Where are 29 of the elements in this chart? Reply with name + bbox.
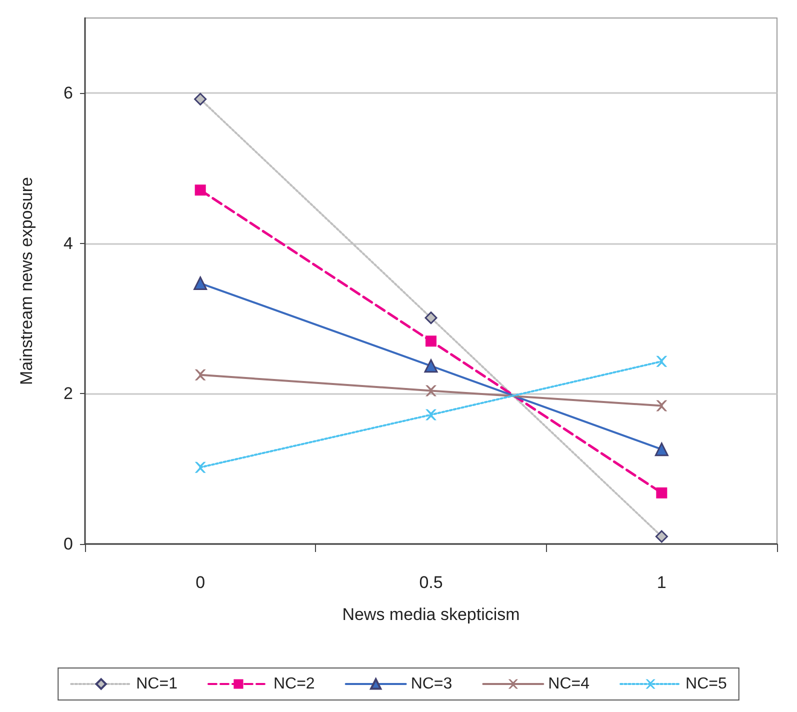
legend-label: NC=1 xyxy=(136,676,178,692)
y-tick-label: 0 xyxy=(64,534,73,554)
legend-label: NC=2 xyxy=(273,676,315,692)
x-axis-title: News media skepticism xyxy=(342,605,520,624)
y-tick-label: 2 xyxy=(64,384,73,404)
point xyxy=(194,92,207,106)
y-tick-label: 6 xyxy=(64,84,73,103)
point xyxy=(426,385,436,396)
point xyxy=(194,462,206,473)
point xyxy=(654,442,668,456)
point xyxy=(426,336,436,347)
point xyxy=(424,312,438,324)
x-tick-label: 0.5 xyxy=(419,573,443,592)
point xyxy=(194,369,206,380)
y-tick-label: 4 xyxy=(64,234,73,253)
point xyxy=(194,184,206,196)
point xyxy=(656,487,668,498)
point xyxy=(424,359,438,373)
point xyxy=(656,400,668,412)
point xyxy=(194,276,208,290)
y-axis-title: Mainstream news exposure xyxy=(17,177,36,385)
legend-label: NC=5 xyxy=(686,676,727,692)
x-tick-label: 1 xyxy=(656,573,666,592)
legend-label: NC=4 xyxy=(548,676,590,692)
point xyxy=(426,409,436,420)
point xyxy=(655,530,668,543)
x-tick-label: 0 xyxy=(196,573,206,592)
legend-label: NC=3 xyxy=(410,676,452,692)
point xyxy=(656,356,668,367)
